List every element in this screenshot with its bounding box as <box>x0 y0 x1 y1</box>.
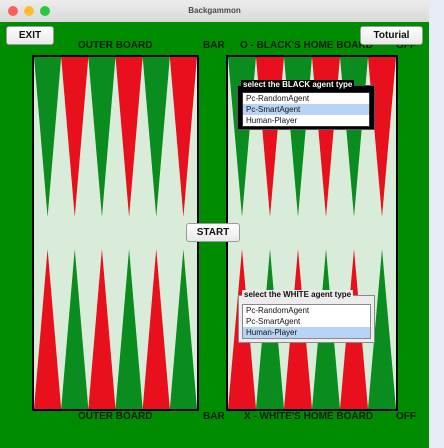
left-bottom-point-4[interactable] <box>115 249 143 409</box>
left-bottom-point-3[interactable] <box>88 249 116 409</box>
top-outer-board-label: OUTER BOARD <box>78 40 153 51</box>
bottom-off-label: OFF <box>396 411 416 422</box>
right-top-point-6[interactable] <box>368 57 396 217</box>
white-agent-option-random[interactable]: Pc-RandomAgent <box>246 306 310 315</box>
white-agent-legend: select the WHITE agent type <box>242 290 354 300</box>
left-points <box>34 57 197 409</box>
title-bar: Backgammon <box>0 0 429 23</box>
background-strip <box>429 0 444 448</box>
left-top-point-2[interactable] <box>61 57 89 217</box>
left-board-half <box>32 55 199 411</box>
exit-button[interactable]: EXIT <box>6 26 54 45</box>
window-title: Backgammon <box>188 6 241 15</box>
left-bottom-point-2[interactable] <box>61 249 89 409</box>
white-agent-selector: select the WHITE agent type Pc-RandomAge… <box>238 290 375 343</box>
right-bottom-point-6[interactable] <box>368 249 396 409</box>
backgammon-board: OUTER BOARD BAR O - BLACK'S HOME BOARD O… <box>0 22 429 448</box>
left-top-point-4[interactable] <box>115 57 143 217</box>
zoom-window-icon[interactable] <box>40 6 50 16</box>
black-agent-option-random[interactable]: Pc-RandomAgent <box>246 94 310 103</box>
white-agent-list[interactable]: Pc-RandomAgent Pc-SmartAgent Human-Playe… <box>242 304 371 339</box>
black-agent-list[interactable]: Pc-RandomAgent Pc-SmartAgent Human-Playe… <box>242 92 370 127</box>
left-bottom-point-5[interactable] <box>142 249 170 409</box>
black-home-board-label: O - BLACK'S HOME BOARD <box>240 40 373 51</box>
left-top-point-6[interactable] <box>169 57 197 217</box>
left-top-point-3[interactable] <box>88 57 116 217</box>
black-agent-option-human[interactable]: Human-Player <box>246 116 298 125</box>
bottom-outer-board-label: OUTER BOARD <box>78 411 153 422</box>
left-top-point-1[interactable] <box>34 57 62 217</box>
left-bottom-point-1[interactable] <box>34 249 62 409</box>
tutorial-button[interactable]: Toturial <box>360 26 423 45</box>
start-button[interactable]: START <box>186 223 240 242</box>
white-agent-option-smart[interactable]: Pc-SmartAgent <box>246 317 301 326</box>
left-top-point-5[interactable] <box>142 57 170 217</box>
app-window: Backgammon OUTER BOARD BAR O - BLACK'S H… <box>0 0 429 448</box>
white-home-board-label: X - WHITE'S HOME BOARD <box>244 411 374 422</box>
close-window-icon[interactable] <box>8 6 18 16</box>
white-agent-option-human[interactable]: Human-Player <box>243 327 370 338</box>
black-agent-legend: select the BLACK agent type <box>241 80 355 90</box>
black-agent-selector: select the BLACK agent type Pc-RandomAge… <box>237 80 375 130</box>
minimize-window-icon[interactable] <box>24 6 34 16</box>
bottom-bar-label: BAR <box>203 411 225 422</box>
top-off-label: OFF <box>396 40 416 51</box>
top-bar-label: BAR <box>203 40 225 51</box>
black-agent-option-smart[interactable]: Pc-SmartAgent <box>243 104 369 115</box>
left-bottom-point-6[interactable] <box>169 249 197 409</box>
